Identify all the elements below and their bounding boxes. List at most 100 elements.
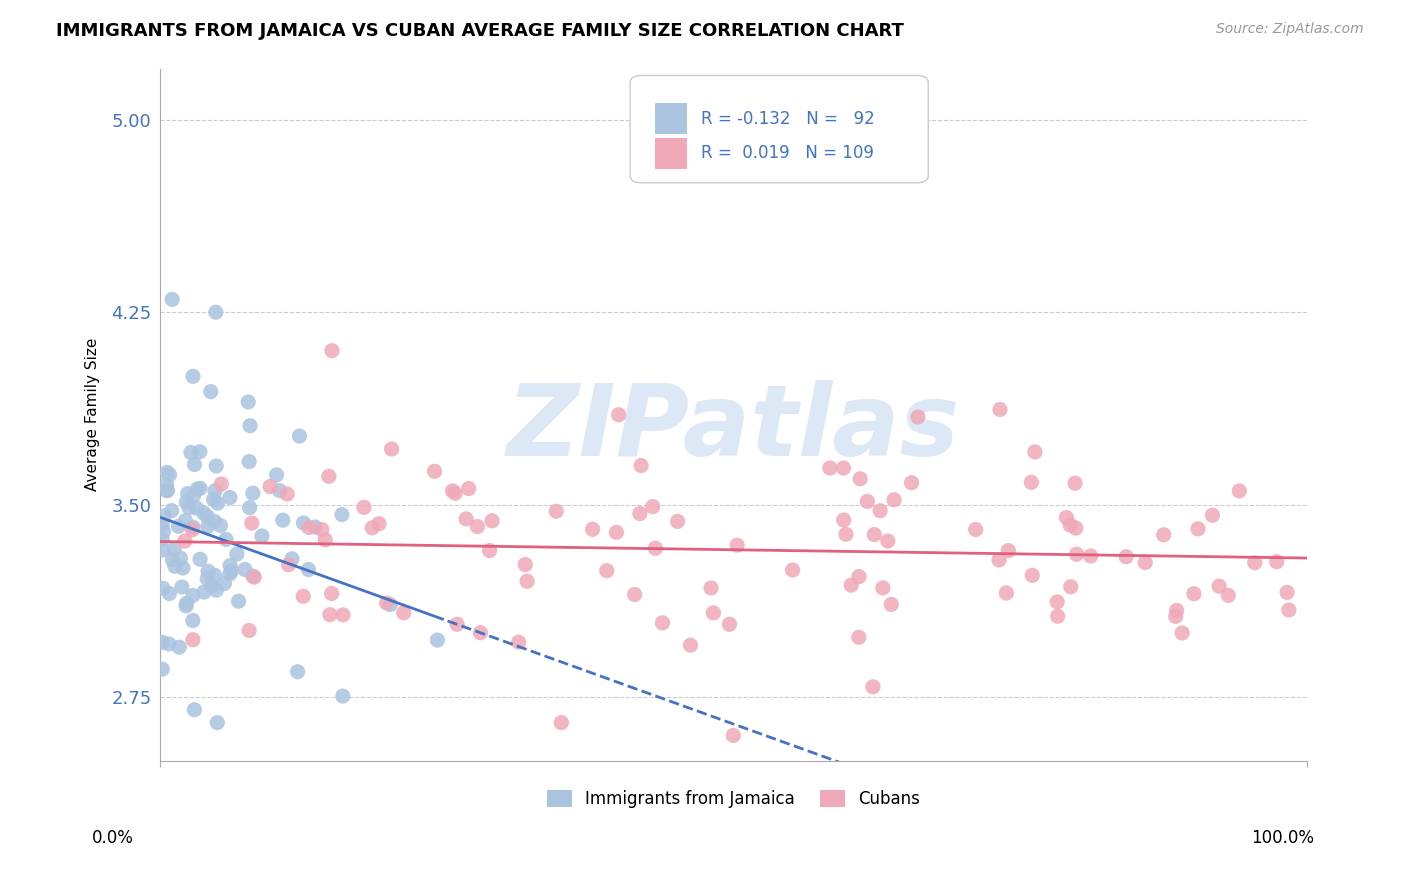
Point (169, 551, 191, 566)
Point (444, 486, 467, 500)
Point (644, 541, 666, 556)
Point (1021, 568, 1043, 582)
Point (353, 500, 375, 515)
Point (181, 614, 204, 628)
Point (287, 665, 309, 679)
Point (546, 504, 568, 518)
Point (628, 507, 651, 521)
Point (281, 552, 304, 566)
Point (209, 518, 232, 533)
Text: R =  0.019   N = 109: R = 0.019 N = 109 (702, 145, 875, 162)
Point (965, 523, 987, 537)
Point (839, 578, 862, 592)
Point (186, 501, 208, 516)
Point (1060, 580, 1083, 594)
Point (242, 486, 264, 500)
Point (181, 523, 204, 537)
Text: 0.0%: 0.0% (91, 829, 134, 847)
Point (456, 512, 478, 526)
Point (319, 607, 342, 622)
Point (167, 640, 190, 655)
Point (1243, 556, 1265, 570)
Point (204, 305, 226, 319)
Point (988, 402, 1011, 417)
Point (160, 293, 183, 307)
Point (392, 606, 415, 620)
Point (375, 596, 398, 610)
Point (1171, 626, 1194, 640)
Point (700, 581, 723, 595)
FancyBboxPatch shape (655, 103, 688, 135)
Point (651, 615, 673, 630)
Point (177, 500, 200, 515)
Point (869, 504, 891, 518)
Point (176, 596, 198, 610)
Point (1064, 521, 1087, 535)
Point (176, 495, 198, 509)
Point (361, 521, 384, 535)
Point (176, 486, 198, 500)
Point (1187, 522, 1209, 536)
Point (233, 562, 256, 576)
FancyBboxPatch shape (630, 76, 928, 183)
Point (219, 491, 242, 505)
Point (332, 607, 354, 622)
Point (832, 513, 855, 527)
Point (1265, 555, 1288, 569)
Point (862, 680, 884, 694)
Point (160, 503, 183, 517)
Point (1201, 508, 1223, 523)
Point (167, 519, 190, 533)
Point (238, 454, 260, 468)
Point (1046, 609, 1069, 624)
Point (381, 442, 404, 456)
Point (702, 606, 724, 620)
Point (441, 483, 464, 498)
Legend: Immigrants from Jamaica, Cubans: Immigrants from Jamaica, Cubans (540, 783, 927, 815)
Point (156, 466, 179, 480)
Point (679, 638, 702, 652)
Point (188, 552, 211, 566)
Point (170, 580, 193, 594)
Point (1227, 483, 1250, 498)
Point (380, 598, 402, 612)
Point (423, 464, 446, 478)
Point (607, 408, 630, 422)
Point (174, 514, 197, 528)
Point (1024, 445, 1046, 459)
Point (193, 506, 215, 520)
Point (1021, 475, 1043, 490)
Point (188, 444, 211, 458)
Point (218, 566, 240, 581)
Point (1046, 595, 1069, 609)
Point (516, 574, 538, 589)
Point (330, 508, 353, 522)
Point (239, 500, 262, 515)
Point (292, 589, 315, 603)
Point (995, 586, 1018, 600)
Point (225, 547, 247, 561)
Text: ZIPatlas: ZIPatlas (506, 380, 960, 477)
Point (181, 589, 204, 603)
Point (200, 384, 222, 399)
Point (311, 523, 333, 537)
Point (240, 516, 263, 530)
Point (152, 635, 174, 649)
Point (321, 586, 343, 600)
Point (907, 409, 929, 424)
Point (297, 562, 319, 576)
Point (623, 587, 645, 601)
Point (250, 529, 273, 543)
Point (304, 520, 326, 534)
Point (849, 472, 872, 486)
Point (318, 469, 340, 483)
Point (332, 689, 354, 703)
Point (1182, 587, 1205, 601)
Point (204, 483, 226, 498)
Point (259, 479, 281, 493)
Point (872, 581, 894, 595)
Point (1054, 510, 1077, 524)
Point (630, 458, 652, 473)
Text: R = -0.132   N =   92: R = -0.132 N = 92 (702, 110, 875, 128)
Point (436, 830, 458, 845)
